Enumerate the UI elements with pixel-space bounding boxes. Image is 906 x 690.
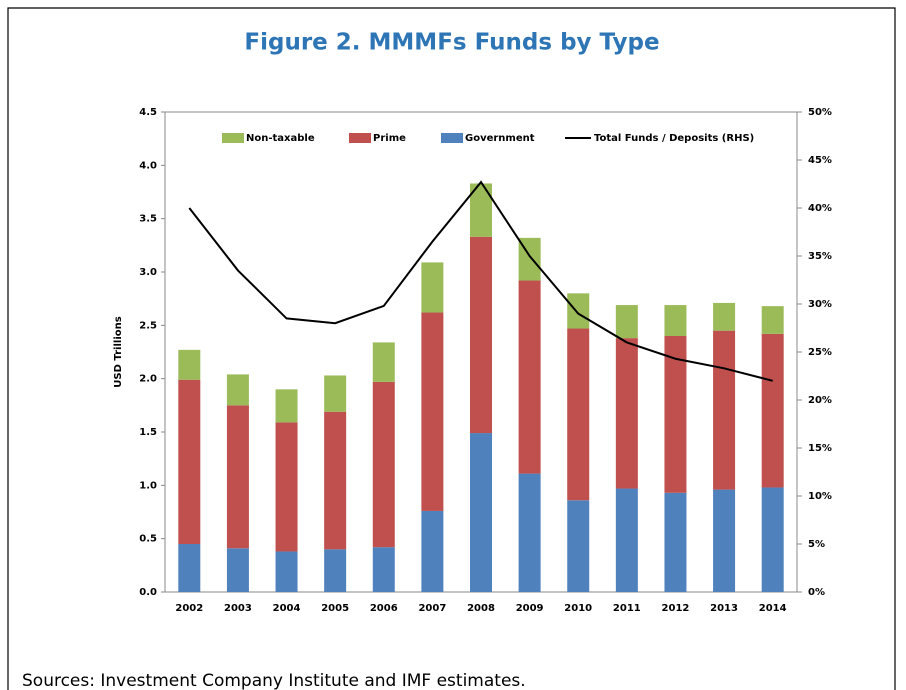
x-tick-label: 2009 xyxy=(516,603,544,614)
x-tick-label: 2012 xyxy=(662,603,690,614)
bar xyxy=(664,492,687,592)
y-tick-label: 1.0 xyxy=(139,480,157,491)
bar xyxy=(421,312,444,511)
bar xyxy=(226,548,249,592)
y-axis-label: USD Trillions xyxy=(113,316,124,387)
bar xyxy=(226,405,249,549)
legend-label: Government xyxy=(465,133,535,144)
x-tick-label: 2010 xyxy=(564,603,592,614)
x-tick-label: 2006 xyxy=(370,603,398,614)
x-tick-label: 2008 xyxy=(467,603,495,614)
bar xyxy=(761,306,784,334)
bar xyxy=(470,236,492,434)
bar xyxy=(421,262,444,313)
frame xyxy=(7,7,896,690)
y-tick-label: 0.0 xyxy=(139,587,157,598)
y2-tick-label: 30% xyxy=(808,299,832,310)
bar xyxy=(324,411,347,550)
bar xyxy=(615,488,638,592)
y-tick-label: 2.5 xyxy=(139,320,157,331)
x-tick-label: 2005 xyxy=(321,603,349,614)
bar xyxy=(421,510,444,592)
source-note: Sources: Investment Company Institute an… xyxy=(22,671,526,690)
line xyxy=(188,180,773,382)
y2-tick-label: 45% xyxy=(808,155,832,166)
x-tick-label: 2014 xyxy=(759,603,787,614)
bar xyxy=(470,433,492,592)
bar xyxy=(713,302,736,331)
bar xyxy=(518,473,541,592)
bar xyxy=(664,305,687,336)
y-tick-label: 1.5 xyxy=(139,427,157,438)
y2-tick-label: 35% xyxy=(808,251,832,262)
bar xyxy=(372,381,395,548)
y2-tick-label: 10% xyxy=(808,491,832,502)
x-tick-label: 2003 xyxy=(224,603,252,614)
bar xyxy=(178,544,201,592)
bar xyxy=(275,389,298,423)
bar xyxy=(470,183,492,237)
y2-tick-label: 50% xyxy=(808,107,832,118)
x-tick-label: 2004 xyxy=(273,603,301,614)
y2-tick-label: 15% xyxy=(808,443,832,454)
bar xyxy=(567,328,590,501)
bar xyxy=(518,280,541,474)
legend-swatch xyxy=(349,133,371,143)
y-tick-label: 4.5 xyxy=(139,107,157,118)
bar xyxy=(275,551,298,592)
legend-swatch xyxy=(222,133,244,143)
bar xyxy=(713,489,736,592)
legend-label: Total Funds / Deposits (RHS) xyxy=(594,133,754,144)
bar xyxy=(372,547,395,592)
bar xyxy=(615,305,638,339)
bar xyxy=(226,374,249,406)
x-tick-label: 2002 xyxy=(175,603,203,614)
bar xyxy=(567,293,590,329)
y2-tick-label: 25% xyxy=(808,347,832,358)
x-tick-label: 2011 xyxy=(613,603,641,614)
chart-title: Figure 2. MMMFs Funds by Type xyxy=(244,30,659,56)
bar xyxy=(615,338,638,489)
bar xyxy=(275,422,298,552)
y2-tick-label: 5% xyxy=(808,539,825,550)
bar xyxy=(178,349,201,380)
legend-swatch xyxy=(441,133,463,143)
y-tick-label: 4.0 xyxy=(139,160,157,171)
bar xyxy=(178,379,201,544)
bar xyxy=(324,549,347,592)
bar xyxy=(713,330,736,490)
x-tick-label: 2007 xyxy=(418,603,446,614)
x-tick-label: 2013 xyxy=(710,603,738,614)
y2-tick-label: 40% xyxy=(808,203,832,214)
bar xyxy=(664,336,687,493)
bar xyxy=(761,487,784,592)
y-tick-label: 3.0 xyxy=(139,267,157,278)
legend-label: Prime xyxy=(373,133,406,144)
bar xyxy=(567,500,590,592)
y2-tick-label: 20% xyxy=(808,395,832,406)
y-tick-label: 3.5 xyxy=(139,214,157,225)
bar xyxy=(324,375,347,412)
y-tick-label: 0.5 xyxy=(139,534,157,545)
legend-label: Non-taxable xyxy=(246,133,315,144)
y-tick-label: 2.0 xyxy=(139,374,157,385)
bar xyxy=(372,342,395,382)
bar xyxy=(761,333,784,488)
y2-tick-label: 0% xyxy=(808,587,825,598)
